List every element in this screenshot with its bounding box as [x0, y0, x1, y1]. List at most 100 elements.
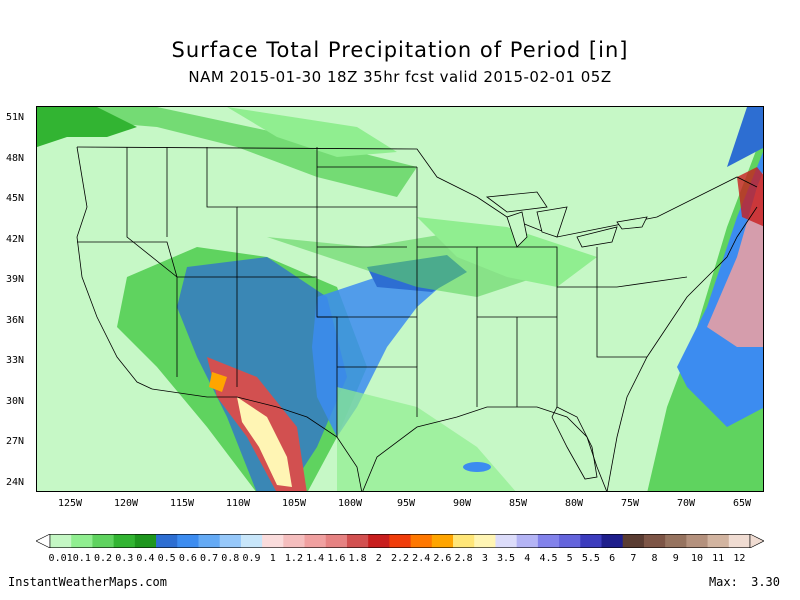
lon-label: 75W [620, 498, 640, 509]
colorbar-tick-label: 11 [712, 553, 725, 564]
lon-label: 105W [281, 498, 307, 509]
max-value: 3.30 [751, 575, 780, 589]
colorbar-swatch [92, 534, 115, 548]
colorbar-tick-label: 4.5 [539, 553, 558, 564]
colorbar-swatch [431, 534, 454, 548]
colorbar-swatch [198, 534, 221, 548]
colorbar-swatch [580, 534, 603, 548]
colorbar-swatch [453, 534, 475, 548]
map-graphic [37, 107, 763, 491]
colorbar-swatch [537, 534, 560, 548]
colorbar-swatch [665, 534, 687, 548]
colorbar-tick-label: 3 [481, 553, 488, 564]
lon-label: 65W [732, 498, 752, 509]
colorbar-tick-label: 0.6 [178, 553, 197, 564]
colorbar-tick-label: 0.8 [221, 553, 240, 564]
colorbar-swatch [516, 534, 539, 548]
colorbar-tick-label: 5.5 [581, 553, 600, 564]
colorbar-tick-label: 0.2 [93, 553, 113, 564]
colorbar [36, 534, 764, 548]
colorbar-swatch [156, 534, 178, 548]
colorbar-tick-label: 1.4 [306, 553, 325, 564]
colorbar-swatch [50, 534, 72, 548]
precip-fill [37, 107, 763, 491]
lat-label: 39N [6, 274, 25, 285]
max-label: Max: [708, 575, 738, 589]
colorbar-swatch [240, 534, 263, 548]
colorbar-tick-label: 2.8 [454, 553, 473, 564]
colorbar-tick-label: 2 [375, 553, 382, 564]
colorbar-swatch [643, 534, 666, 548]
colorbar-tick-label: 1.2 [284, 553, 303, 564]
colorbar-swatch [728, 534, 751, 548]
colorbar-tick-label: 0.1 [72, 553, 91, 564]
colorbar-tick-label: 2.2 [390, 553, 410, 564]
colorbar-swatch [686, 534, 709, 548]
lat-label: 30N [6, 396, 25, 407]
colorbar-swatch [495, 534, 518, 548]
great-lakes [485, 191, 648, 248]
colorbar-swatch [71, 534, 93, 548]
colorbar-swatch [262, 534, 284, 548]
precipitation-map [36, 106, 764, 492]
lat-label: 48N [6, 153, 25, 164]
colorbar-tick-label: 4 [524, 553, 531, 564]
lon-label: 85W [508, 498, 528, 509]
site-credit: InstantWeatherMaps.com [8, 575, 167, 589]
colorbar-tick-label: 0.7 [200, 553, 219, 564]
lat-label: 51N [6, 112, 25, 123]
colorbar-arrow-right [749, 534, 764, 548]
colorbar-swatch [389, 534, 412, 548]
colorbar-swatch [474, 534, 496, 548]
lon-label: 90W [452, 498, 472, 509]
colorbar-tick-label: 0.4 [136, 553, 155, 564]
map-title: Surface Total Precipitation of Period [i… [171, 38, 629, 62]
colorbar-swatch [219, 534, 242, 548]
lat-label: 27N [6, 436, 25, 447]
colorbar-swatch [622, 534, 645, 548]
colorbar-tick-label: 1 [269, 553, 276, 564]
colorbar-swatch [283, 534, 306, 548]
lon-label: 100W [337, 498, 363, 509]
colorbar-swatch [304, 534, 327, 548]
colorbar-tick-label: 0.3 [115, 553, 134, 564]
colorbar-tick-label: 0.01 [48, 553, 73, 564]
colorbar-swatch [601, 534, 624, 548]
colorbar-swatch [559, 534, 581, 548]
lon-label: 70W [676, 498, 696, 509]
colorbar-tick-label: 9 [672, 553, 679, 564]
colorbar-swatch [134, 534, 157, 548]
lon-label: 80W [564, 498, 584, 509]
colorbar-swatch [707, 534, 730, 548]
lon-label: 120W [113, 498, 139, 509]
colorbar-tick-label: 1.8 [348, 553, 367, 564]
lon-label: 110W [225, 498, 251, 509]
lat-label: 36N [6, 315, 25, 326]
colorbar-swatch [410, 534, 433, 548]
colorbar-tick-label: 8 [651, 553, 658, 564]
boundaries [76, 146, 758, 491]
colorbar-tick-label: 12 [733, 553, 746, 564]
colorbar-tick-label: 5 [566, 553, 573, 564]
colorbar-tick-label: 1.6 [327, 553, 346, 564]
lon-label: 95W [396, 498, 416, 509]
colorbar-swatch [346, 534, 369, 548]
colorbar-swatch [113, 534, 136, 548]
lat-label: 45N [6, 193, 25, 204]
colorbar-swatch [325, 534, 348, 548]
colorbar-tick-label: 0.9 [242, 553, 261, 564]
lon-label: 125W [57, 498, 83, 509]
lat-label: 42N [6, 234, 25, 245]
colorbar-tick-label: 10 [690, 553, 703, 564]
max-readout: Max: 3.30 [703, 575, 780, 589]
colorbar-arrow-left [36, 534, 51, 548]
colorbar-swatch [368, 534, 390, 548]
lat-label: 33N [6, 355, 25, 366]
colorbar-tick-label: 7 [630, 553, 637, 564]
colorbar-tick-label: 6 [609, 553, 616, 564]
colorbar-tick-label: 0.5 [157, 553, 176, 564]
colorbar-swatch [177, 534, 199, 548]
lat-label: 24N [6, 477, 25, 488]
lon-label: 115W [169, 498, 195, 509]
colorbar-tick-label: 2.6 [433, 553, 452, 564]
